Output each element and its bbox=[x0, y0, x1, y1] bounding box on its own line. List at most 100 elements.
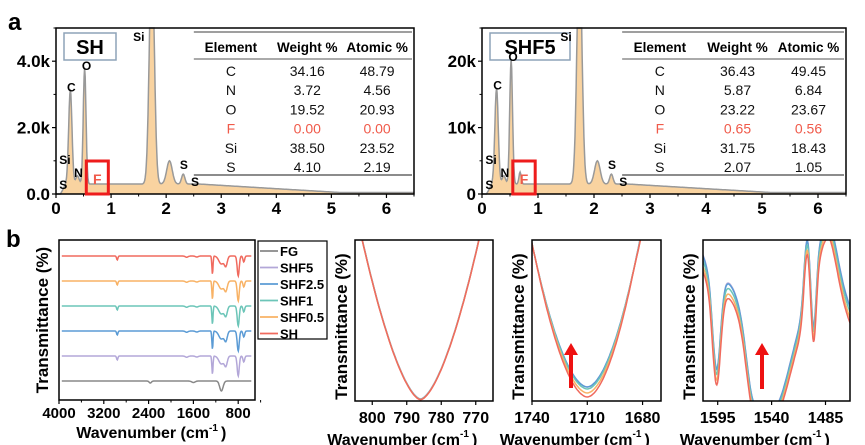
legend-entry: SHF1 bbox=[280, 294, 313, 309]
series-line bbox=[703, 240, 850, 401]
spectrum-line bbox=[482, 27, 846, 195]
table-cell-atomic: 18.43 bbox=[791, 140, 826, 156]
series-line-SH bbox=[61, 255, 252, 279]
table-cell-weight: 3.72 bbox=[294, 82, 321, 98]
x-axis-label-superscript: -1 bbox=[460, 429, 469, 440]
curves bbox=[532, 240, 642, 398]
red-arrow-head bbox=[755, 343, 769, 355]
peak-label-Si: Si bbox=[485, 153, 496, 167]
legend-entry: SHF0.5 bbox=[280, 310, 324, 325]
y-axis-label: Transmittance (%) bbox=[509, 253, 528, 399]
series-line-SHF2.5 bbox=[61, 330, 252, 354]
x-tick-label: 5 bbox=[757, 199, 766, 218]
curves bbox=[703, 240, 850, 401]
x-tick-label: 4000 bbox=[42, 405, 75, 422]
peak-label-S: S bbox=[619, 175, 627, 189]
table-header: Atomic % bbox=[346, 40, 408, 55]
plot-frame bbox=[702, 239, 851, 402]
legend-entry: SH bbox=[280, 327, 298, 342]
legend-box bbox=[257, 240, 328, 340]
sample-label: SH bbox=[76, 37, 104, 59]
table-header: Weight % bbox=[277, 40, 338, 55]
x-tick-label: 1485 bbox=[808, 410, 844, 427]
table-cell-atomic: 49.45 bbox=[791, 63, 826, 79]
peak-label-O: O bbox=[508, 50, 517, 64]
peak-label-S: S bbox=[485, 178, 493, 192]
x-tick-label: 3200 bbox=[87, 405, 120, 422]
table-cell-element: N bbox=[655, 82, 665, 98]
table-cell-atomic: 1.05 bbox=[795, 159, 822, 175]
peak-label-Si: Si bbox=[560, 30, 571, 44]
x-tick-label: 780 bbox=[428, 410, 455, 427]
x-tick-label: 1680 bbox=[625, 410, 661, 427]
peak-label-N: N bbox=[74, 166, 83, 180]
y-tick-label: 10k bbox=[448, 119, 477, 138]
plot-frame bbox=[354, 239, 494, 402]
x-tick-label: 0 bbox=[51, 199, 60, 218]
x-axis-label: Wavenumber (cm bbox=[76, 425, 209, 442]
series-line bbox=[703, 240, 850, 401]
legend-entry: SHF2.5 bbox=[280, 277, 324, 292]
table-cell-element: S bbox=[226, 159, 235, 175]
chart-ftir-1540: 1595 1540 1485 Wavenumber (cm -1) Transmittan… bbox=[680, 239, 851, 445]
peak-label-N: N bbox=[500, 166, 509, 180]
series-line-SHF5 bbox=[61, 355, 252, 379]
table-header: Weight % bbox=[707, 40, 768, 55]
y-axis-label: Transmittance (%) bbox=[332, 253, 351, 399]
table-cell-weight: 19.52 bbox=[290, 101, 325, 117]
x-tick-label: 3 bbox=[645, 199, 654, 218]
x-tick-label: 1740 bbox=[514, 410, 550, 427]
x-tick-label: 4 bbox=[701, 199, 711, 218]
table-cell-atomic: 0.00 bbox=[363, 121, 390, 137]
table-cell-weight: 2.07 bbox=[724, 159, 751, 175]
series-line-SHF0.5 bbox=[61, 280, 252, 304]
x-tick-label: 6 bbox=[382, 199, 391, 218]
peak-label-S: S bbox=[59, 178, 67, 192]
panel-label-b: b bbox=[6, 226, 21, 253]
peak-label-Si: Si bbox=[133, 30, 144, 44]
x-axis-label-paren: ) bbox=[221, 425, 226, 442]
table-cell-element: F bbox=[227, 121, 236, 137]
peak-label-S: S bbox=[180, 158, 188, 172]
x-tick-label: 800 bbox=[226, 405, 251, 422]
x-axis-label: Wavenumber (cm bbox=[680, 432, 813, 445]
peak-label-C: C bbox=[493, 79, 502, 93]
x-axis-label-paren: ) bbox=[825, 432, 830, 445]
table-cell-atomic: 2.19 bbox=[363, 159, 390, 175]
series-line bbox=[361, 240, 480, 401]
table-header: Atomic % bbox=[778, 40, 840, 55]
x-axis-label: Wavenumber (cm bbox=[327, 432, 460, 445]
table-cell-element: S bbox=[655, 159, 664, 175]
plot-frame bbox=[58, 239, 256, 401]
plot-frame bbox=[55, 27, 415, 195]
table-cell-element: C bbox=[226, 63, 236, 79]
ftir-full-chart: 4000 3200 2400 1600 800 Wavenumber (cm -1) Tran… bbox=[33, 239, 328, 442]
peak-label-O: O bbox=[82, 59, 91, 73]
legend-entry: FG bbox=[280, 244, 298, 259]
table-cell-weight: 0.65 bbox=[724, 121, 751, 137]
table-cell-element: O bbox=[654, 101, 665, 117]
x-tick-label: 2 bbox=[161, 199, 170, 218]
x-axis-label-superscript: -1 bbox=[209, 423, 218, 434]
y-tick-label: 0 bbox=[467, 185, 476, 204]
table-bg bbox=[622, 31, 844, 158]
x-tick-label: 6 bbox=[813, 199, 822, 218]
table-cell-weight: 23.22 bbox=[720, 101, 755, 117]
x-tick-label: 5 bbox=[327, 199, 336, 218]
fluorine-highlight-box bbox=[84, 159, 110, 196]
x-tick-label: 1 bbox=[106, 199, 115, 218]
y-axis-label: Transmittance (%) bbox=[33, 247, 52, 393]
red-arrow-head bbox=[564, 343, 578, 355]
peak-label-S: S bbox=[191, 175, 199, 189]
table-cell-weight: 5.87 bbox=[724, 82, 751, 98]
x-axis-label-superscript: -1 bbox=[633, 429, 642, 440]
table-bg bbox=[193, 31, 412, 158]
peak-label-C: C bbox=[67, 80, 76, 94]
x-tick-label: 800 bbox=[359, 410, 386, 427]
fluorine-label: F bbox=[93, 171, 102, 187]
x-tick-label: 3 bbox=[216, 199, 225, 218]
table-header: Element bbox=[634, 40, 687, 55]
series-line bbox=[703, 240, 850, 401]
